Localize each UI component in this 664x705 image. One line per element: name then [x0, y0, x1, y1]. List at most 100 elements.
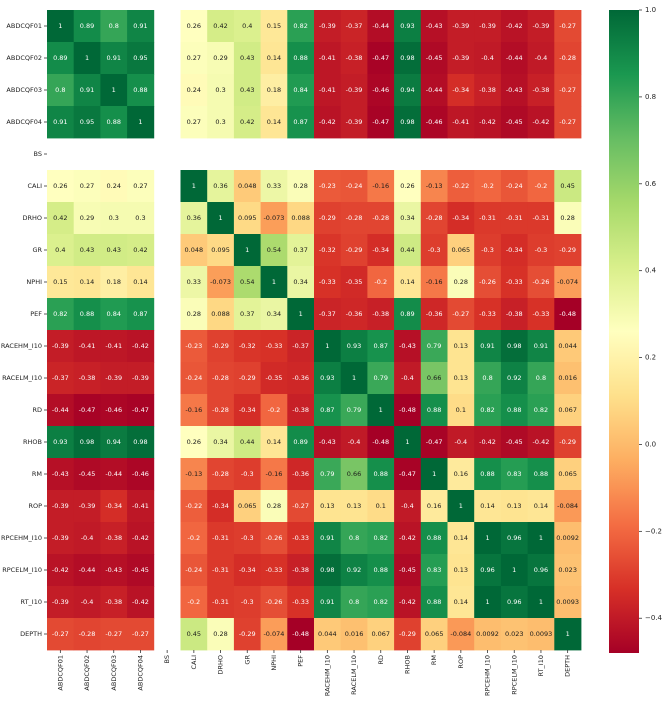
heatmap-cell [73, 106, 101, 139]
cell-value-label: -0.48 [399, 406, 416, 414]
heatmap-cell [554, 202, 582, 235]
heatmap-cell [233, 74, 261, 107]
heatmap-cell [207, 362, 235, 395]
cell-value-label: -0.4 [81, 534, 94, 542]
y-tick-label: RHOB [23, 438, 42, 446]
heatmap-cell [474, 394, 502, 427]
heatmap-cell [47, 266, 75, 299]
cell-value-label: -0.43 [399, 342, 416, 350]
heatmap-cell [314, 522, 342, 555]
heatmap-cell [314, 10, 342, 43]
cell-value-label: 1 [566, 630, 570, 638]
heatmap-cell [260, 490, 288, 523]
cell-value-label: 0.96 [480, 566, 494, 574]
heatmap-cell [314, 618, 342, 651]
cell-value-label: -0.39 [346, 86, 363, 94]
heatmap-cell [500, 426, 528, 459]
cell-value-label: 0.14 [454, 534, 468, 542]
cell-value-label: -0.27 [105, 630, 122, 638]
heatmap-cell [527, 394, 555, 427]
heatmap-cell [420, 618, 448, 651]
cell-value-label: 0.45 [187, 630, 201, 638]
cell-value-label: -0.31 [212, 534, 229, 542]
cell-value-label: -0.29 [319, 214, 336, 222]
cell-value-label: -0.45 [426, 54, 443, 62]
heatmap-cell [500, 42, 528, 75]
cell-value-label: -0.41 [319, 86, 336, 94]
heatmap-cell [420, 42, 448, 75]
heatmap-cell [207, 330, 235, 363]
cell-value-label: -0.42 [533, 438, 550, 446]
heatmap-cell [420, 426, 448, 459]
heatmap-cell [207, 234, 235, 267]
heatmap-cell [127, 362, 155, 395]
heatmap-cell [447, 170, 475, 203]
heatmap-cell [100, 234, 128, 267]
cell-value-label: 0.96 [534, 566, 548, 574]
cell-value-label: -0.27 [132, 630, 149, 638]
heatmap-cell [73, 266, 101, 299]
heatmap-cell [340, 554, 368, 587]
cell-value-label: -0.45 [506, 438, 523, 446]
heatmap-cell [420, 458, 448, 491]
cell-value-label: 0.14 [267, 438, 281, 446]
cell-value-label: 0.88 [374, 470, 388, 478]
cell-value-label: -0.29 [239, 630, 256, 638]
heatmap-cell [420, 202, 448, 235]
heatmap-cell [314, 490, 342, 523]
heatmap-cell [207, 490, 235, 523]
heatmap-cell [47, 618, 75, 651]
cell-value-label: 0.83 [427, 566, 441, 574]
cell-value-label: -0.33 [266, 566, 283, 574]
y-tick-label: RT_I10 [21, 598, 42, 606]
heatmap-cell [314, 234, 342, 267]
colorbar: 1.0 0.8 0.6 0.4 0.2 0.0 −0.2 −0.4 [609, 6, 663, 653]
cell-value-label: 0.92 [347, 566, 361, 574]
heatmap-cell [500, 202, 528, 235]
cell-value-label: 0.91 [320, 534, 334, 542]
cell-value-label: 0.95 [80, 118, 94, 126]
cell-value-label: -0.39 [479, 22, 496, 30]
cell-value-label: 0.067 [558, 406, 577, 414]
cell-value-label: -0.4 [481, 54, 494, 62]
heatmap-cell [47, 490, 75, 523]
heatmap-cell [394, 234, 422, 267]
heatmap-cell [367, 458, 395, 491]
cell-value-label: -0.42 [479, 118, 496, 126]
cell-value-label: -0.26 [266, 534, 283, 542]
heatmap-cell [420, 10, 448, 43]
cell-value-label: 0.28 [187, 310, 201, 318]
cell-value-label: 1 [539, 598, 543, 606]
cell-value-label: 0.24 [187, 86, 201, 94]
cell-value-label: -0.33 [506, 278, 523, 286]
cell-value-label: 0.34 [293, 278, 307, 286]
cell-value-label: -0.42 [399, 598, 416, 606]
heatmap-cell [127, 586, 155, 619]
cell-value-label: -0.29 [346, 246, 363, 254]
cell-value-label: -0.26 [533, 278, 550, 286]
cell-value-label: -0.35 [266, 374, 283, 382]
cell-value-label: -0.34 [452, 86, 469, 94]
heatmap-cell [554, 426, 582, 459]
y-tick-label: DRHO [22, 214, 42, 222]
cell-value-label: 0.8 [482, 374, 492, 382]
heatmap-cells: 1 0.89 0.8 0.91 0.26 0.42 0.4 0.15 0.82 -0.39 -0.3… [47, 10, 582, 651]
cell-value-label: 0.3 [135, 214, 145, 222]
heatmap-cell [554, 458, 582, 491]
heatmap-cell [500, 618, 528, 651]
heatmap-cell [527, 330, 555, 363]
heatmap-cell [474, 522, 502, 555]
x-tick-label: PEF [297, 655, 305, 667]
heatmap-cell [233, 330, 261, 363]
cell-value-label: -0.47 [372, 54, 389, 62]
cell-value-label: -0.16 [266, 470, 283, 478]
heatmap-cell [314, 426, 342, 459]
cell-value-label: -0.27 [52, 630, 69, 638]
y-tick-label: DEPTH [20, 630, 42, 638]
heatmap-cell [314, 298, 342, 331]
y-tick-label: ABDCQF04 [6, 118, 42, 126]
heatmap-cell [314, 458, 342, 491]
cell-value-label: -0.46 [426, 118, 443, 126]
heatmap-cell [180, 554, 208, 587]
x-axis-ticks: ABDCQF01 ABDCQF02 ABDCQF03 ABDCQF04 BS CALI DR… [56, 650, 572, 696]
